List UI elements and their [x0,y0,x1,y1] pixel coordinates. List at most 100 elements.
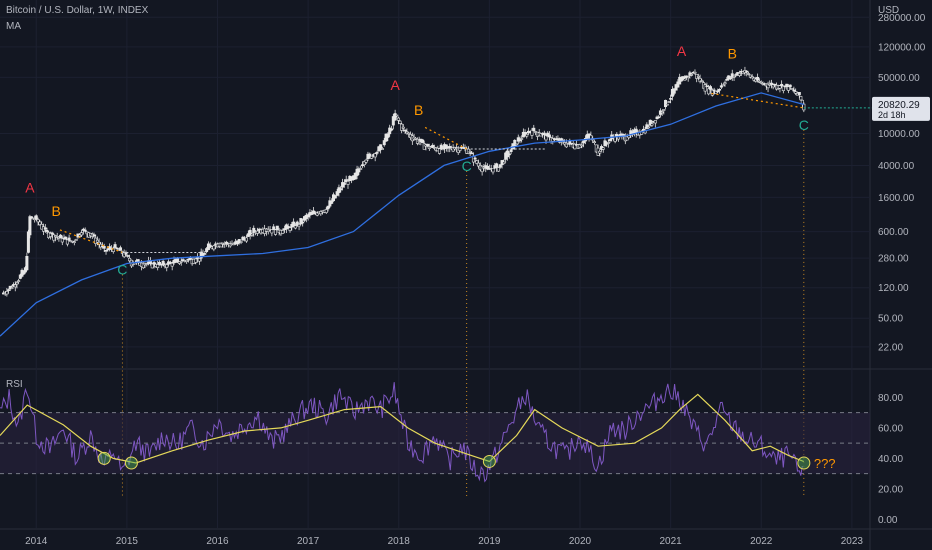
candle-body [507,153,511,156]
candle-body [295,221,299,226]
rsi-low-marker [97,451,111,465]
price-tick-label: 50.00 [878,314,903,325]
candle-body [723,82,727,85]
candle-body [785,83,789,87]
rsi-tick-label: 20.00 [878,484,903,495]
time-tick-label: 2021 [660,536,683,547]
candle-body [239,241,243,243]
candle-body [119,247,123,251]
candle-body [647,126,651,129]
candle-body [716,90,720,93]
candle-body [601,147,605,150]
candle-body [286,226,290,229]
candle-body [573,143,577,150]
indicator-ma-label[interactable]: MA [6,21,21,32]
price-tick-label: 10000.00 [878,129,920,140]
candle-body [718,88,722,91]
candle-body [179,260,183,263]
candle-body [451,147,455,152]
candle-body [525,134,529,137]
candle-body [333,195,337,199]
candle-body [712,89,716,92]
price-tick-label: 280.00 [878,254,909,265]
candle-body [542,132,546,136]
price-tick-label: 4000.00 [878,161,915,172]
candle-body [10,287,14,289]
candle-body [197,258,201,262]
candle-body [353,172,357,180]
candle-body [245,237,249,242]
candle-body [145,263,149,265]
candle-body [592,141,596,143]
candle-body [225,241,229,244]
rsi-panel[interactable]: ??? [0,382,870,483]
candle-body [727,75,731,80]
candle-body [83,229,87,232]
time-tick-label: 2019 [478,536,501,547]
candle-body [7,289,11,291]
candle-body [237,239,241,244]
candle-body [64,236,68,240]
candle-body [719,85,723,88]
candle-body [564,142,568,148]
price-tick-label: 120000.00 [878,42,926,53]
candle-body [219,242,223,248]
candle-body [667,101,671,103]
candle-body [273,229,277,235]
candle-body [476,162,480,167]
candle-body [441,148,445,151]
candle-body [407,132,411,135]
candle-body [158,261,162,265]
candle-body [566,143,570,145]
candle-body [539,133,543,137]
candle-body [281,230,285,234]
wave-label-c: C [799,117,809,133]
axes: 280000.00 120000.00 50000.00 10000.00 4000.0… [25,5,930,547]
candle-body [475,160,479,164]
candle-body [391,116,395,126]
candle-body [502,161,506,164]
candle-body [468,151,472,153]
candle-body [141,262,145,269]
candle-body [181,259,185,262]
candle-body [759,82,763,84]
candle-body [324,209,328,213]
candle-body [714,90,718,94]
rsi-pane-label[interactable]: RSI [6,379,23,390]
candle-body [681,76,685,81]
candle-body [745,70,749,73]
candle-body [13,284,17,288]
wave-label-a: A [390,77,400,93]
candle-body [747,73,751,75]
candle-body [657,116,661,119]
candle-body [710,89,714,96]
wave-label-c: C [462,158,472,174]
time-tick-label: 2016 [206,536,229,547]
rsi-tick-label: 80.00 [878,393,903,404]
candle-body [59,234,63,239]
candle-body [255,230,259,234]
candle-body [208,244,212,248]
candle-body [662,109,666,111]
candle-body [65,239,69,245]
candle-body [705,85,709,88]
candle-body [104,250,108,252]
candle-body [613,136,617,142]
candle-body [703,84,707,92]
candle-body [156,264,160,268]
price-tick-label: 50000.00 [878,73,920,84]
candle-body [15,282,19,285]
candle-body [757,81,761,83]
symbol-title[interactable]: Bitcoin / U.S. Dollar, 1W, INDEX [6,5,149,16]
candle-body [509,149,513,152]
candle-body [721,84,725,87]
candle-body [250,233,254,236]
candle-body [203,253,207,255]
candle-body [342,182,346,185]
candle-body [379,144,383,151]
candle-body [797,92,801,96]
candle-body [43,227,47,230]
rsi-tick-label: 40.00 [878,454,903,465]
